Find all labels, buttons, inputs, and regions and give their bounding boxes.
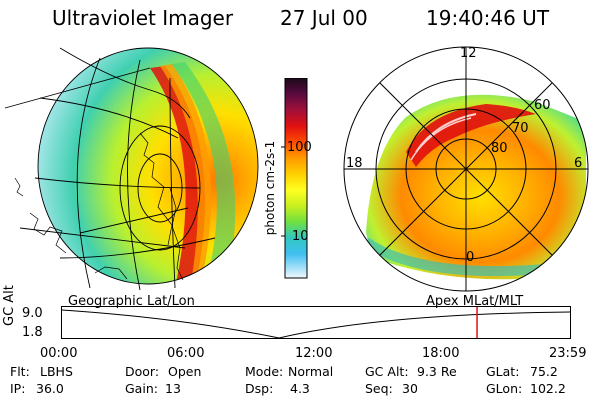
mode-value: Normal bbox=[288, 364, 334, 379]
time-label: 19:40:46 UT bbox=[426, 6, 550, 30]
auroral-emission bbox=[38, 48, 258, 284]
alt-axis-label-box: GC Alt bbox=[2, 285, 24, 346]
dsp-label: Dsp: bbox=[245, 381, 274, 396]
altitude-trace bbox=[61, 309, 571, 339]
lat-label-60: 60 bbox=[534, 98, 551, 113]
lat-lon-grid bbox=[4, 47, 259, 291]
alt-xtick-0: 00:00 bbox=[40, 346, 78, 361]
door-value: Open bbox=[168, 364, 202, 379]
lat-label-70: 70 bbox=[512, 121, 529, 136]
gcalt-label: GC Alt: bbox=[365, 364, 409, 379]
glat-label: GLat: bbox=[486, 364, 520, 379]
flt-value: LBHS bbox=[40, 364, 73, 379]
gain-value: 13 bbox=[165, 381, 181, 396]
alt-ytick-min: 1.8 bbox=[22, 325, 43, 340]
mode-label: Mode: bbox=[245, 364, 284, 379]
colorbar-scale bbox=[284, 78, 308, 279]
geographic-caption: Geographic Lat/Lon bbox=[68, 294, 195, 309]
ip-value: 36.0 bbox=[36, 381, 64, 396]
gcalt-value: 9.3 Re bbox=[417, 364, 457, 379]
alt-axis-label: GC Alt bbox=[2, 285, 17, 326]
mlt-label-6: 6 bbox=[574, 156, 583, 171]
polar-grid bbox=[343, 46, 589, 292]
instrument-title: Ultraviolet Imager bbox=[52, 6, 234, 30]
ip-label: IP: bbox=[10, 381, 26, 396]
door-label: Door: bbox=[125, 364, 160, 379]
alt-xtick-1: 06:00 bbox=[167, 346, 205, 361]
mlt-label-18: 18 bbox=[346, 156, 363, 171]
colorbar-tick-10: 10 bbox=[292, 229, 309, 244]
alt-xtick-2: 12:00 bbox=[295, 346, 333, 361]
date-label: 27 Jul 00 bbox=[280, 6, 368, 30]
seq-value: 30 bbox=[402, 381, 418, 396]
altitude-frame bbox=[61, 306, 571, 339]
glon-label: GLon: bbox=[486, 381, 523, 396]
glat-value: 75.2 bbox=[530, 364, 558, 379]
alt-xtick-3: 18:00 bbox=[422, 346, 460, 361]
polar-plot bbox=[343, 46, 589, 292]
alt-ytick-max: 9.0 bbox=[22, 306, 43, 321]
alt-xtick-4: 23:59 bbox=[549, 346, 587, 361]
gain-label: Gain: bbox=[125, 381, 158, 396]
apex-caption: Apex MLat/MLT bbox=[426, 294, 524, 309]
glon-value: 102.2 bbox=[530, 381, 566, 396]
mlt-label-0: 0 bbox=[466, 250, 475, 265]
colorbar: photon cm-2s-1 bbox=[263, 78, 308, 279]
colorbar-label: photon cm-2s-1 bbox=[263, 141, 277, 236]
lat-label-80: 80 bbox=[491, 141, 508, 156]
coastlines bbox=[14, 132, 184, 281]
geographic-image bbox=[4, 47, 259, 291]
dsp-value: 4.3 bbox=[290, 381, 310, 396]
polar-emission bbox=[363, 94, 586, 280]
flt-label: Flt: bbox=[10, 364, 30, 379]
altitude-plot bbox=[61, 306, 571, 339]
mlt-label-12: 12 bbox=[460, 46, 477, 61]
seq-label: Seq: bbox=[365, 381, 393, 396]
colorbar-tick-100: 100 bbox=[287, 140, 312, 155]
